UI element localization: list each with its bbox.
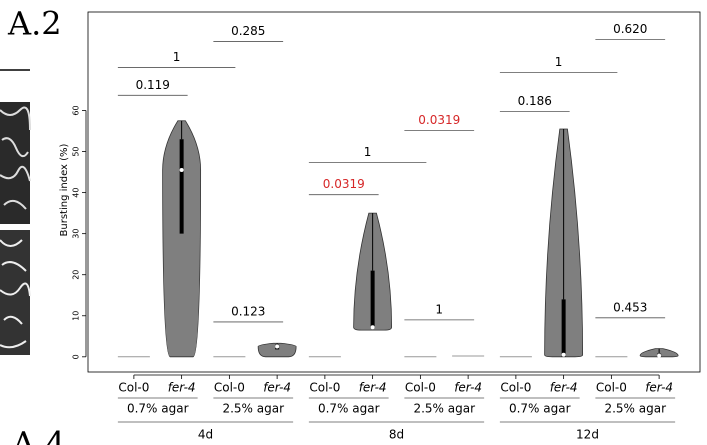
y-tick-label: 50 [72, 146, 81, 156]
y-tick-label: 40 [72, 188, 81, 198]
x-tick-label: Col-0 [596, 381, 627, 395]
p-value: 0.0319 [323, 177, 365, 191]
y-tick-label: 30 [72, 229, 81, 239]
p-value: 1 [173, 50, 181, 64]
micrograph [0, 102, 30, 224]
x-tick-label: fer-4 [263, 381, 291, 395]
y-tick-label: 10 [72, 311, 81, 321]
p-value: 0.123 [231, 304, 265, 318]
p-value: 1 [435, 302, 443, 316]
x-tick-label: fer-4 [645, 381, 673, 395]
p-value: 1 [555, 55, 563, 69]
median [561, 352, 566, 357]
agar-label: 2.5% agar [222, 402, 284, 416]
agar-label: 2.5% agar [604, 402, 666, 416]
time-label: 12d [576, 428, 599, 442]
x-tick-label: Col-0 [118, 381, 149, 395]
p-value: 0.186 [518, 94, 552, 108]
x-tick-label: Col-0 [405, 381, 436, 395]
median [179, 168, 184, 173]
agar-label: 0.7% agar [127, 402, 189, 416]
p-value: 0.119 [136, 78, 170, 92]
x-tick-label: fer-4 [550, 381, 578, 395]
x-tick-label: Col-0 [214, 381, 245, 395]
agar-label: 0.7% agar [318, 402, 380, 416]
p-value: 0.453 [613, 300, 647, 314]
panel-label: A.4 [11, 425, 66, 445]
micrograph-texture [0, 239, 31, 349]
y-tick-label: 0 [72, 354, 81, 359]
y-tick-label: 60 [72, 105, 81, 115]
y-tick-label: 20 [72, 270, 81, 280]
micrograph-texture [0, 106, 31, 210]
x-tick-label: fer-4 [168, 381, 196, 395]
time-label: 4d [198, 428, 213, 442]
agar-label: 2.5% agar [413, 402, 475, 416]
y-axis-label: Bursting index (%) [59, 143, 70, 236]
p-value: 1 [364, 145, 372, 159]
time-label: 8d [389, 428, 404, 442]
p-value: 0.285 [231, 24, 265, 38]
p-value: 0.620 [613, 22, 647, 36]
x-tick-label: fer-4 [359, 381, 387, 395]
x-tick-label: Col-0 [309, 381, 340, 395]
panel-label: A.2 [7, 5, 62, 43]
median [370, 325, 375, 330]
median [657, 353, 662, 358]
violin [257, 342, 297, 358]
x-tick-label: fer-4 [454, 381, 482, 395]
plot-frame [87, 11, 701, 373]
x-tick-label: Col-0 [500, 381, 531, 395]
median [275, 344, 280, 349]
p-value: 0.0319 [418, 113, 460, 127]
agar-label: 0.7% agar [509, 402, 571, 416]
violin [162, 120, 202, 358]
